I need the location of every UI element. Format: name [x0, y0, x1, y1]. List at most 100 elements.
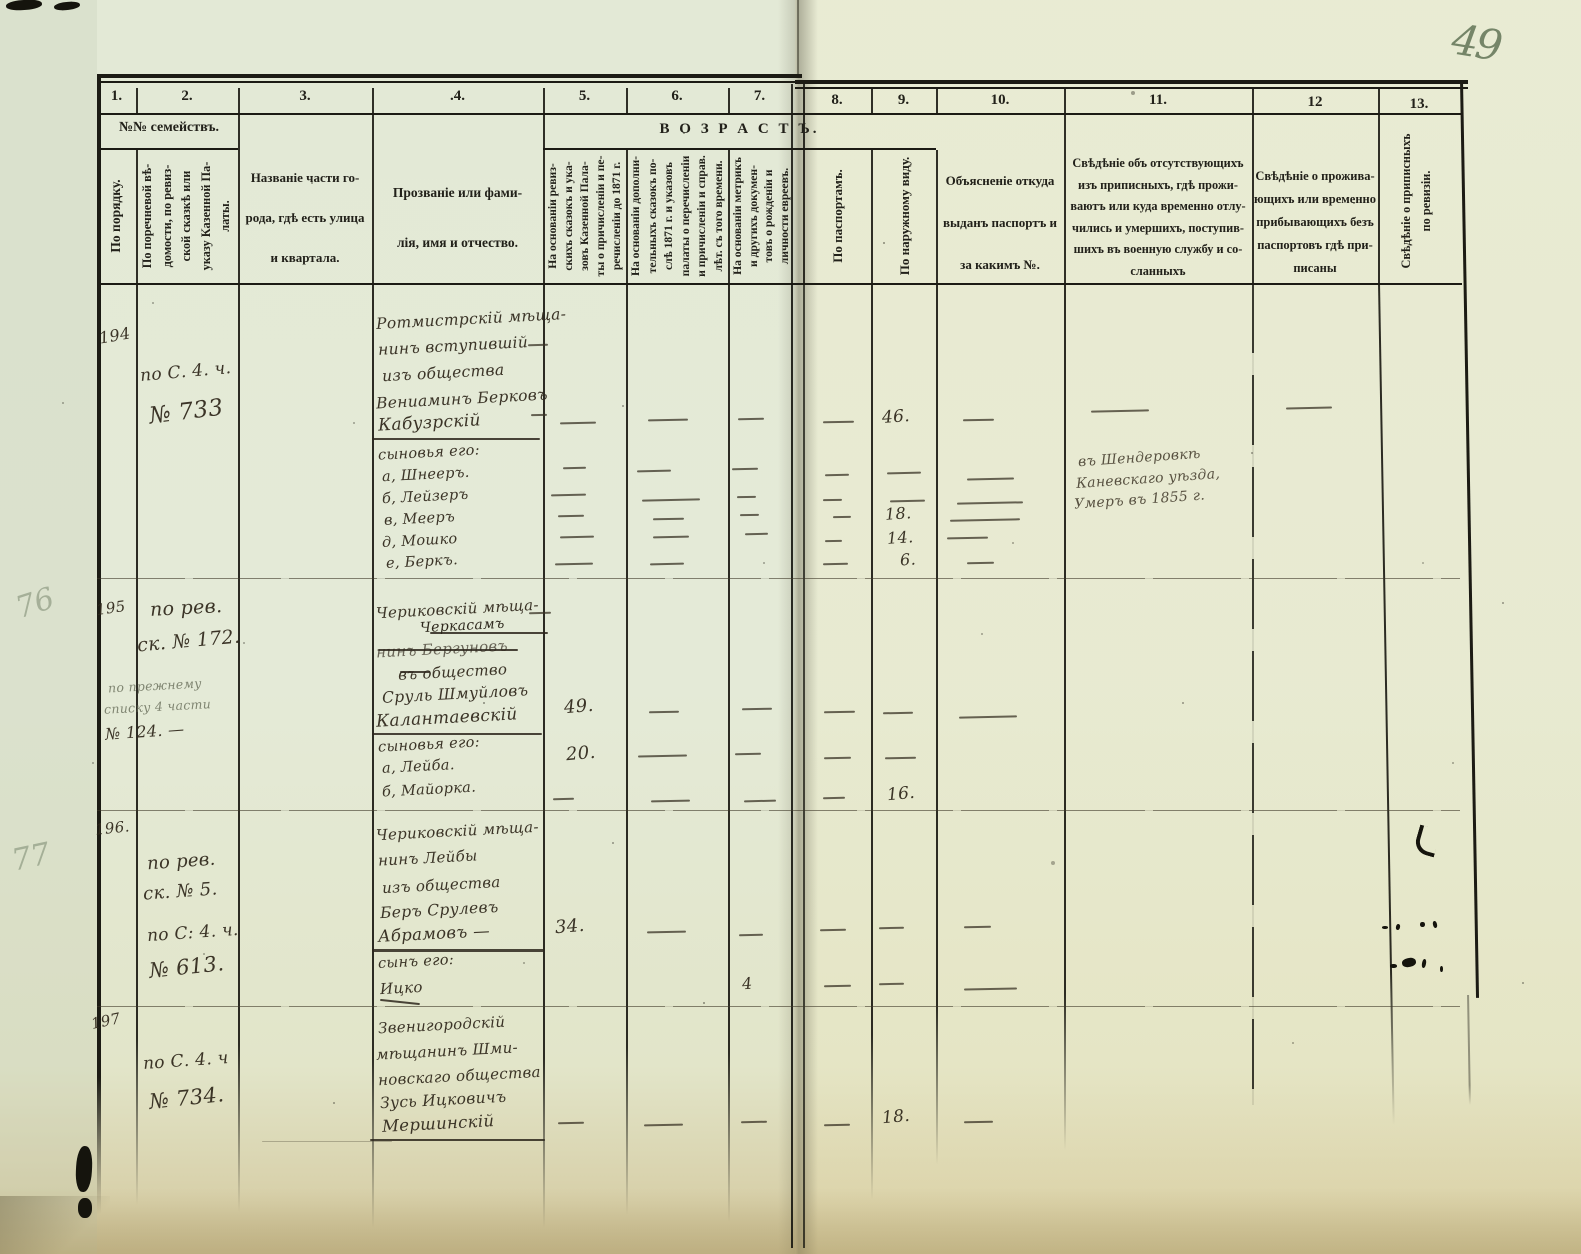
dash-mark	[652, 535, 690, 539]
dash-mark	[641, 498, 701, 502]
dash-mark	[1090, 409, 1150, 413]
dash-mark	[822, 420, 855, 424]
surname-underline	[372, 949, 544, 952]
dash-mark	[646, 930, 687, 934]
entry-name-line: Сруль Шмуйловъ	[381, 681, 529, 707]
entry-ref-line: по С. 4. ч.	[139, 358, 233, 386]
column-rule	[238, 88, 240, 283]
ink-marks	[1390, 964, 1397, 968]
entry-ref-line: по рев.	[146, 848, 217, 875]
dash-mark	[557, 1121, 585, 1125]
header-rule	[100, 148, 238, 150]
ink-hook-mark	[1412, 824, 1442, 858]
table-top-border	[97, 81, 802, 83]
table-left-border	[97, 74, 101, 1214]
entry-name-line: б, Майорка.	[381, 779, 477, 801]
dash-mark	[949, 518, 1021, 522]
column-rule	[1064, 88, 1066, 283]
column-rule	[871, 88, 873, 113]
column-number-2: 2.	[181, 88, 193, 104]
dash-mark	[966, 477, 1015, 481]
entry-number: 195	[94, 597, 127, 619]
column-rule	[871, 283, 873, 1200]
entry-ref-line: по С: 4. ч.	[146, 919, 240, 947]
binding-ink-blob	[78, 1198, 92, 1218]
entry-ref-line: по рев.	[149, 595, 223, 621]
column-rule	[1378, 88, 1380, 283]
header-col1-title: По порядку.	[108, 179, 123, 253]
dash-mark	[823, 710, 856, 714]
fold-rule	[791, 283, 793, 1248]
dash-mark	[743, 799, 777, 803]
entry-ref-line: № 734.	[147, 1082, 226, 1114]
column-number-1: 1.	[110, 88, 123, 104]
column-number-8: 8.	[831, 92, 843, 108]
column-number-5: 5.	[578, 88, 591, 104]
header-col11-title: Свѣдѣніе объ отсутствующихъ изъ приписны…	[1070, 156, 1246, 278]
table-right-border	[1467, 994, 1471, 1106]
entry-separator	[97, 1006, 1460, 1007]
dash-mark	[652, 517, 685, 521]
dash-mark	[637, 754, 688, 758]
entry-name-line: а, Лейба.	[381, 757, 456, 777]
column-rule	[728, 150, 730, 283]
dash-mark	[963, 1120, 994, 1124]
column-rule	[372, 283, 374, 1228]
entry-name-line: Вениаминъ Берковъ	[375, 385, 549, 413]
entry-ref-line: № 613.	[147, 951, 226, 983]
column-rule	[1252, 88, 1254, 283]
group-header-age: В О З Р А С Т Ъ.	[659, 121, 820, 137]
ink-marks	[1401, 956, 1417, 969]
dash-mark	[823, 1123, 851, 1127]
dash-mark	[643, 1123, 684, 1127]
flourish-line	[380, 998, 420, 1005]
binding-ink-blob	[74, 1145, 94, 1193]
column-rule	[238, 283, 240, 1212]
entry-surname: Калантаевскій	[375, 704, 519, 732]
surname-underline	[372, 438, 540, 440]
ink-marks	[1382, 926, 1388, 929]
entry-name-line: изъ общества	[381, 872, 501, 898]
entry-name-line: сынъ его:	[377, 952, 455, 972]
dash-mark	[649, 562, 685, 566]
dash-mark	[963, 987, 1018, 991]
column-rule	[936, 88, 938, 113]
strike-line	[400, 671, 430, 673]
dash-mark	[886, 471, 922, 475]
dash-mark	[741, 707, 773, 711]
header-col13-title: Свѣдѣніе о приписныхъ по ревизіи.	[1399, 133, 1433, 269]
column-rule	[1252, 283, 1254, 1105]
age-value: 18.	[884, 503, 912, 524]
entry-ref-line: № 124. —	[104, 719, 185, 744]
dash-mark	[648, 710, 680, 714]
strike-line	[430, 632, 548, 634]
dash-mark	[557, 514, 585, 518]
header-col9-title: По наружному виду.	[897, 156, 912, 276]
entry-name-line: Ротмистрскій мѣща-	[375, 305, 567, 333]
entry-name-line: нинъ Лейбы	[377, 846, 479, 870]
dash-mark	[822, 796, 846, 800]
dash-mark	[528, 611, 552, 615]
dash-mark	[737, 417, 765, 421]
entry-name-line: е, Беркъ.	[385, 552, 459, 572]
paper-specks	[0, 0, 2, 2]
ink-marks	[1395, 923, 1401, 931]
header-col12-title: Свѣдѣніе о прожива- ющихъ или временно п…	[1254, 169, 1377, 275]
fold-rule	[803, 84, 805, 283]
entry-name-line: сыновья его:	[377, 442, 481, 464]
dash-mark	[731, 467, 759, 471]
header-col7-title: На основаніи метрикъ и другихъ докумен- …	[731, 157, 791, 275]
column-rule	[936, 150, 938, 283]
column-rule	[626, 150, 628, 283]
dash-mark	[958, 715, 1018, 719]
surname-underline	[370, 1139, 545, 1141]
entry-surname: Абрамовъ —	[377, 921, 491, 946]
dash-mark	[884, 756, 917, 760]
dash-mark	[527, 343, 549, 347]
entry-name-line: нинъ вступившій	[377, 333, 529, 359]
column-rule	[728, 88, 730, 113]
column-rule	[626, 88, 628, 113]
dash-mark	[550, 493, 587, 497]
column-rule	[543, 283, 545, 1228]
entry-name-line: в, Мееръ	[383, 509, 456, 529]
